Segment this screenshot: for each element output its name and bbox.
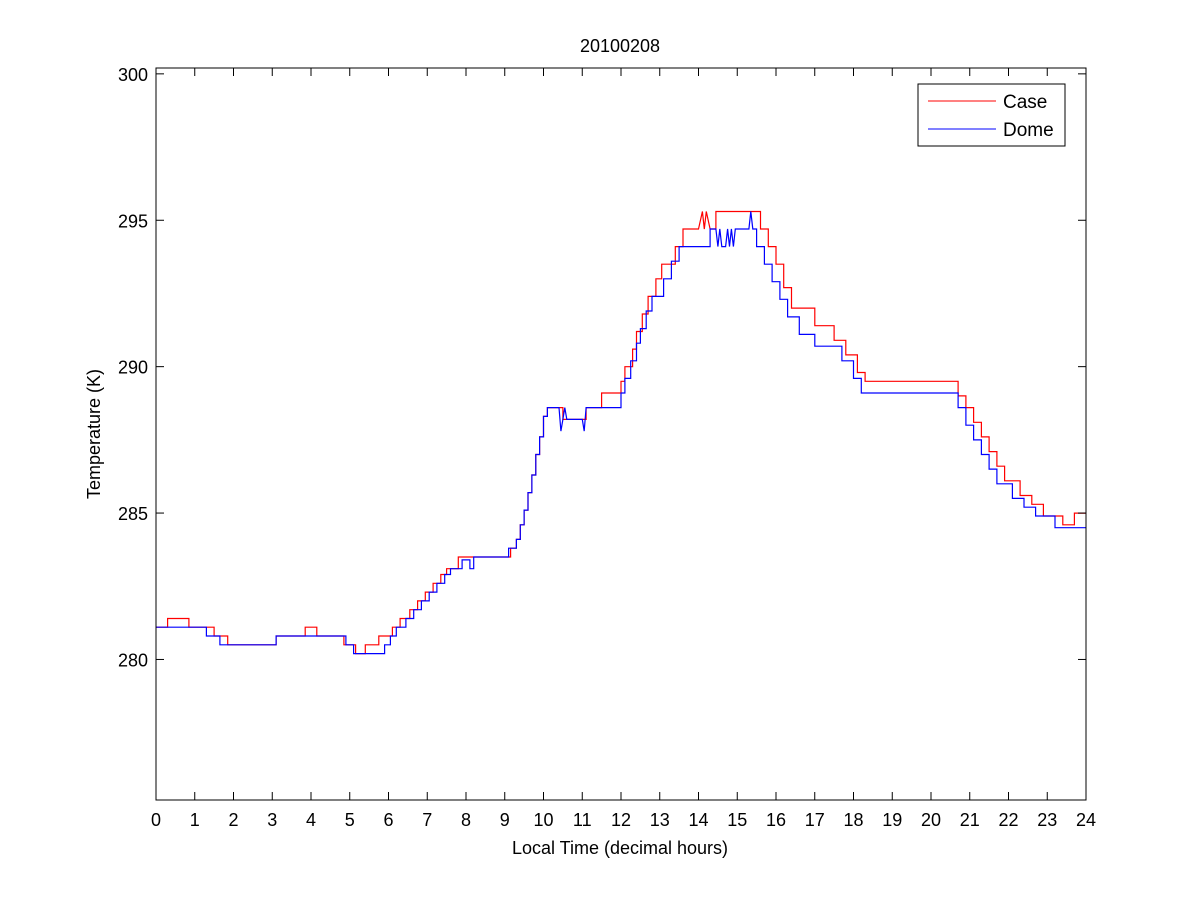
y-axis-label: Temperature (K) [84, 369, 104, 499]
y-tick-label: 295 [118, 211, 148, 231]
x-tick-label: 9 [500, 810, 510, 830]
x-axis-label: Local Time (decimal hours) [512, 838, 728, 858]
y-tick-label: 290 [118, 358, 148, 378]
x-tick-label: 15 [727, 810, 747, 830]
x-tick-label: 6 [383, 810, 393, 830]
x-axis: 0 1 2 3 4 5 6 7 8 9 10 11 12 13 14 15 16 17 18 19 20 21 22 23 24 [151, 68, 1096, 830]
x-tick-label: 22 [998, 810, 1018, 830]
legend: Case Dome [917, 83, 1066, 147]
x-tick-label: 21 [960, 810, 980, 830]
x-tick-label: 11 [573, 810, 592, 830]
plot-lines [156, 210, 1086, 655]
x-tick-label: 2 [228, 810, 238, 830]
y-tick-label: 300 [118, 65, 148, 85]
x-tick-label: 4 [306, 810, 316, 830]
x-tick-label: 5 [345, 810, 355, 830]
x-tick-label: 18 [843, 810, 863, 830]
series-line-case [156, 210, 1086, 655]
x-tick-label: 12 [611, 810, 631, 830]
x-tick-label: 10 [533, 810, 553, 830]
x-tick-label: 17 [805, 810, 825, 830]
x-tick-label: 14 [688, 810, 708, 830]
plot-frame [155, 67, 1087, 801]
x-tick-label: 0 [151, 810, 161, 830]
legend-box [917, 83, 1066, 147]
x-tick-label: 16 [766, 810, 786, 830]
x-tick-label: 8 [461, 810, 471, 830]
legend-label-case: Case [1003, 92, 1047, 113]
x-tick-label: 23 [1037, 810, 1057, 830]
x-tick-label: 3 [267, 810, 277, 830]
y-tick-label: 280 [118, 650, 148, 670]
x-tick-label: 24 [1076, 810, 1096, 830]
x-tick-label: 20 [921, 810, 941, 830]
x-tick-label: 19 [882, 810, 902, 830]
legend-label-dome: Dome [1003, 120, 1054, 141]
chart-title: 20100208 [580, 36, 660, 56]
x-tick-label: 7 [422, 810, 432, 830]
x-tick-label: 1 [190, 810, 200, 830]
y-axis: 280 285 290 295 300 [118, 65, 1086, 670]
y-tick-label: 285 [118, 504, 148, 524]
series-line-dome [156, 211, 1086, 655]
x-tick-label: 13 [650, 810, 670, 830]
